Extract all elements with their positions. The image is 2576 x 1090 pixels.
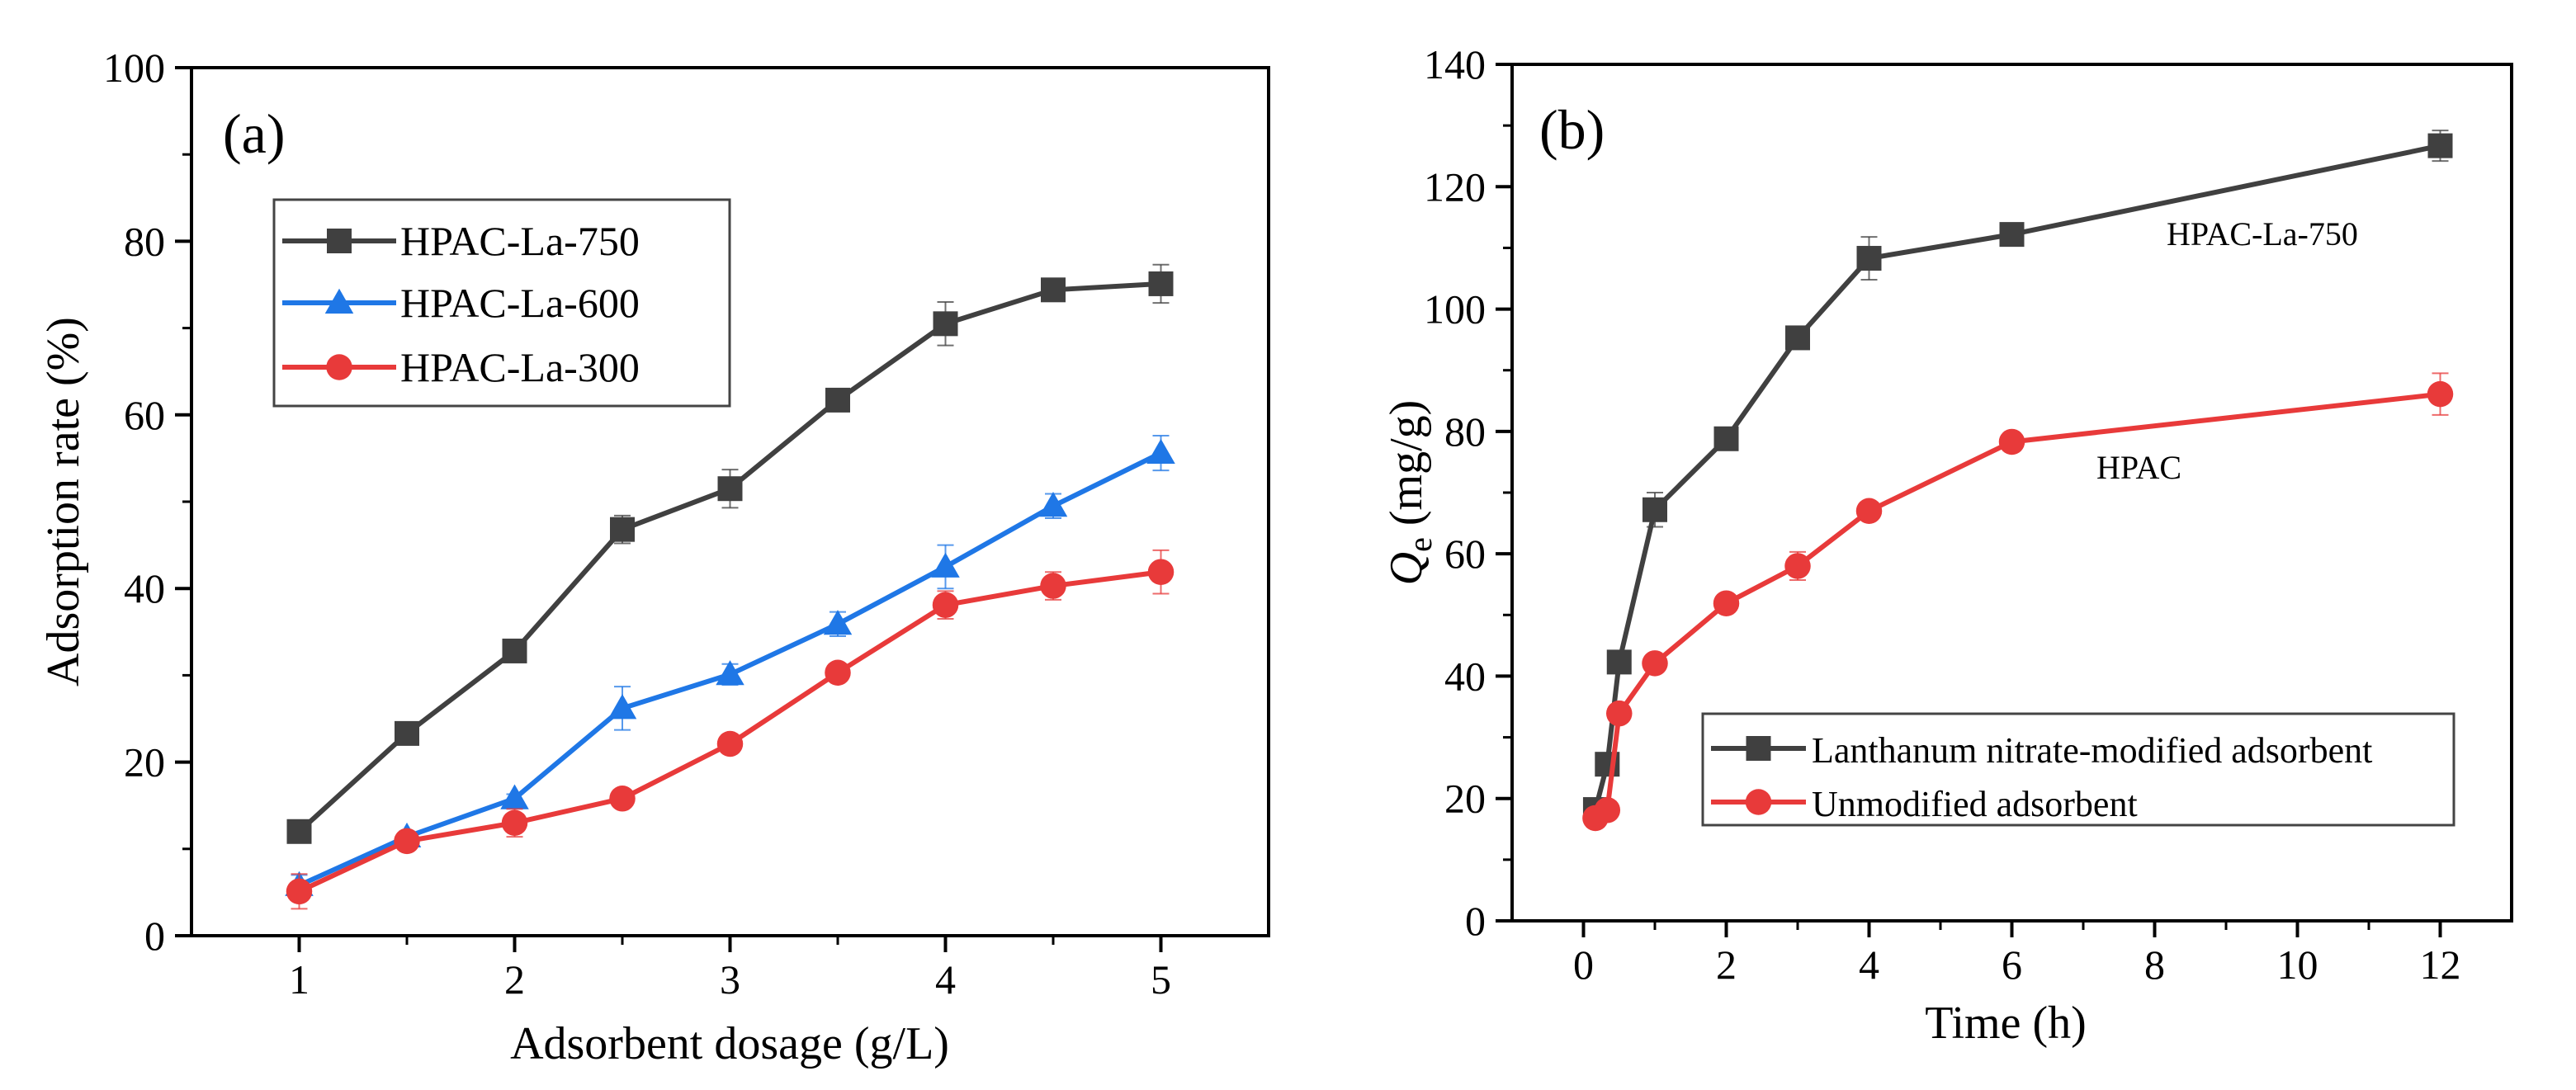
data-point [931,552,960,578]
data-point [716,660,744,686]
x-tick-label: 1 [289,956,310,1003]
data-point [286,878,313,905]
y-tick-label: 80 [1444,408,1486,455]
data-point [825,659,851,686]
legend-a: HPAC-La-750 HPAC-La-600 HPAC-La-300 [272,198,731,408]
data-point [825,387,850,413]
x-axis-title-b: Time (h) [1925,998,2087,1049]
x-tick-label: 4 [935,956,956,1003]
data-point [1998,428,2025,455]
x-tick-label: 3 [720,956,740,1003]
panel-label-a: (a) [223,102,285,165]
data-point [1038,492,1068,517]
data-point [2427,133,2453,158]
data-point [607,694,637,720]
data-point [933,311,958,337]
data-point [1041,277,1066,303]
data-point [1147,559,1175,585]
x-tick-label: 0 [1573,941,1594,988]
data-point [610,517,635,542]
axis-ticks-a: 1 2 3 4 5 0 20 40 60 80 100 [103,45,1171,1003]
x-tick-label: 5 [1151,956,1171,1003]
legend-marker [327,229,352,253]
annotation-hpac: HPAC [2096,449,2181,486]
y-tick-label: 80 [124,218,165,264]
legend-marker [1745,789,1772,815]
data-point [2427,380,2454,408]
y-tick-label: 40 [1444,653,1486,699]
y-tick-label: 20 [1444,776,1486,822]
data-point [1855,498,1883,524]
data-point [1713,590,1740,616]
data-point [609,786,636,812]
y-tick-label: 60 [124,392,165,438]
y-axis-title-a: Adsorption rate (%) [38,317,89,687]
data-point [501,809,528,836]
y-tick-label: 20 [124,739,165,786]
y-tick-label: 100 [103,45,165,91]
y-tick-label: 0 [1465,898,1486,944]
legend-label: Unmodified adsorbent [1812,784,2138,824]
y-axis-title-b: Qe (mg/g) [1381,400,1439,586]
y-tick-label: 120 [1424,163,1486,210]
legend-label: HPAC-La-300 [400,344,640,390]
x-tick-label: 4 [1859,941,1879,988]
legend-marker [324,288,354,314]
y-axis-title-b-symbol: Q [1381,552,1432,585]
data-point [1856,246,1882,271]
data-point [716,730,744,757]
panel-label-b: (b) [1539,98,1605,161]
y-tick-label: 0 [144,913,165,959]
data-point [717,476,743,502]
y-axis-title-b-subscript: e [1401,537,1439,552]
series-layer-a [285,263,1175,910]
data-point [1784,553,1811,579]
data-point [1148,271,1174,296]
data-point [1785,325,1810,351]
data-point [1999,222,2025,248]
annotation-hpac-la-750: HPAC-La-750 [2167,215,2358,252]
data-point [823,610,853,635]
x-tick-label: 2 [504,956,525,1003]
data-point [1642,650,1668,677]
data-point [1040,573,1066,599]
series-layer-b [1582,130,2454,832]
x-tick-label: 12 [2420,941,2461,988]
legend-label: HPAC-La-600 [400,280,640,326]
x-axis-title-a: Adsorbent dosage (g/L) [510,1018,949,1069]
data-point [500,784,529,809]
data-point [932,592,959,618]
data-point [395,720,419,746]
y-tick-label: 100 [1424,286,1486,333]
data-point [1606,649,1632,675]
data-point [502,638,527,663]
y-axis-title-b-unit: (mg/g) [1381,400,1432,526]
data-point [394,828,420,855]
x-tick-label: 2 [1716,941,1737,988]
legend-marker [1746,736,1771,761]
data-point [286,819,312,844]
legend-label: HPAC-La-750 [400,218,640,264]
legend-marker [326,354,352,380]
data-point [1713,426,1739,451]
legend-b: Lanthanum nitrate-modified adsorbent Unmo… [1701,712,2455,827]
y-tick-label: 140 [1424,41,1486,87]
x-tick-label: 6 [2002,941,2022,988]
data-point [1642,497,1667,522]
y-tick-label: 40 [124,565,165,611]
legend-entries-a: HPAC-La-750 HPAC-La-600 HPAC-La-300 [282,218,640,390]
legend-entries-b: Lanthanum nitrate-modified adsorbent Unmo… [1711,730,2372,824]
x-tick-label: 10 [2277,941,2318,988]
x-tick-label: 8 [2144,941,2165,988]
legend-label: Lanthanum nitrate-modified adsorbent [1812,730,2372,771]
data-point [1606,700,1633,727]
data-point [1594,797,1621,823]
legend-box-b [1701,712,2455,827]
chart-panel-a: 1 2 3 4 5 0 20 40 60 80 100 (a) Adsorbent dosage (… [38,45,1270,1069]
y-tick-label: 60 [1444,531,1486,577]
data-point [1146,438,1175,465]
